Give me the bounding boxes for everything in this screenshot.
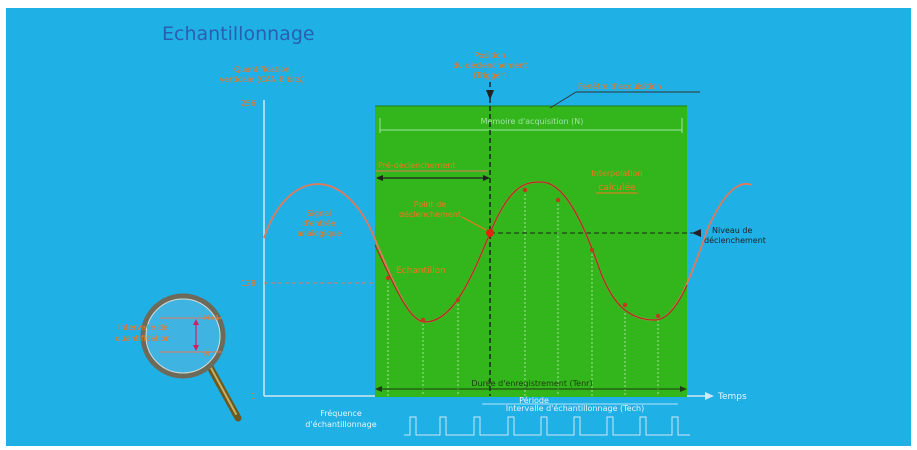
trigger-point (486, 229, 494, 237)
clock-interval-label-1: Période (519, 395, 549, 405)
trigger-level-label-2: déclenchement (704, 235, 766, 245)
duration-arrow-left-icon (375, 386, 382, 392)
magnifier-icon (140, 293, 242, 422)
x-axis-label: Temps (717, 392, 747, 402)
clock-label-2: d'échantillonnage (305, 419, 376, 429)
quantification-arrow-up-icon (193, 319, 199, 325)
diagram-title: Echantillonnage (162, 23, 315, 45)
magnifier-label-1: Intervalle de (118, 323, 168, 332)
trigger-point-label-2: déclenchement (399, 209, 461, 219)
sample-point (655, 313, 661, 319)
interpolation-curve (374, 181, 688, 323)
interpolation-label-2: calculée (598, 182, 636, 193)
duration-arrow-right-icon (680, 386, 687, 392)
y-tick-mid: 128 (241, 279, 256, 288)
trigger-arrow-icon (486, 90, 494, 100)
acquisition-window-label: Fenêtre d'acquisition (578, 81, 661, 91)
analog-signal-label-2: d'entrée (302, 218, 335, 228)
x-axis-arrow-icon (705, 392, 714, 400)
trigger-label-3: (Trigger) (473, 71, 507, 80)
magnifier-lens (140, 293, 226, 379)
y-tick-min: 1 (251, 392, 256, 401)
sample-point (589, 247, 595, 253)
magnifier-label-2: quantification (115, 334, 170, 343)
duration-label: Durée d'enregistrement (Tenr) (471, 378, 592, 388)
sample-point (522, 187, 528, 193)
sample-drop-lines (387, 190, 659, 396)
pretrigger-label: Pré-déclenchement (378, 160, 456, 170)
sample-label: Echantillon (396, 266, 446, 276)
magnifier-handle-highlight (210, 367, 237, 415)
acquisition-window-pointer (549, 91, 577, 109)
quantification-arrow-down-icon (193, 345, 199, 351)
trigger-level-label-1: Niveau de (712, 226, 752, 235)
trigger-point-label-1: Point de (414, 200, 446, 209)
acquisition-window (375, 106, 687, 397)
magnifier-lower-value: N (204, 350, 209, 358)
trigger-label-1: Position (474, 51, 505, 60)
sample-point (455, 297, 461, 303)
memory-label: Mémoire d'acquisition (N) (481, 116, 584, 126)
trigger-point-pointer (461, 216, 487, 231)
trigger-level-arrow-icon (692, 229, 701, 237)
y-axis-title-1: Quantification (234, 65, 290, 74)
interpolation-label-1: Interpolation (591, 169, 642, 178)
analog-signal-label-1: Signal (307, 209, 332, 218)
analog-signal-label-3: analogique (297, 229, 341, 238)
sample-points (385, 187, 661, 323)
clock-label-1: Fréquence (320, 408, 362, 418)
sample-point (555, 197, 561, 203)
sample-point (385, 275, 391, 281)
y-tick-max: 256 (241, 99, 256, 108)
pretrigger-arrow-left-icon (376, 175, 383, 181)
pretrigger-arrow-right-icon (483, 175, 490, 181)
magnifier-upper-value: N+1 (204, 314, 220, 322)
trigger-label-2: du déclenchement (453, 60, 528, 70)
clock-signal (404, 416, 690, 436)
sample-point (420, 317, 426, 323)
sampling-clock (404, 416, 690, 436)
y-axis-title-2: verticale (CAN 8 bits) (219, 75, 304, 84)
magnifier-lens-rim (145, 298, 221, 374)
sample-point (622, 302, 628, 308)
clock-interval-label-2: Intervalle d'échantillonnage (Tech) (506, 403, 644, 413)
